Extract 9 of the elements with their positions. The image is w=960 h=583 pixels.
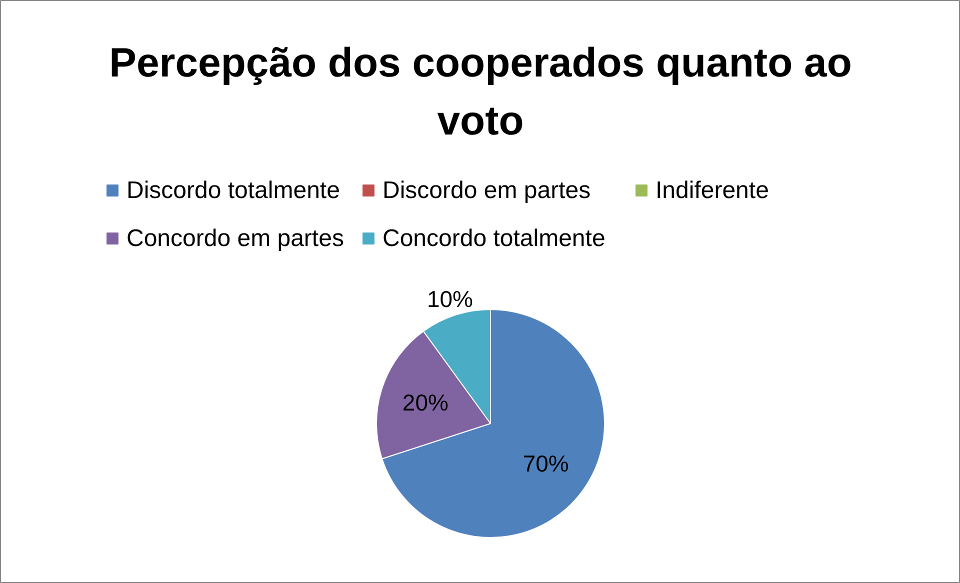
data-label: 70% <box>522 450 569 477</box>
legend-label: Concordo em partes <box>126 225 344 252</box>
legend-label: Concordo totalmente <box>382 225 606 252</box>
legend-label: Discordo totalmente <box>126 177 340 204</box>
legend-label: Discordo em partes <box>382 177 591 204</box>
chart-title: Percepção dos cooperados quanto ao voto <box>109 40 852 144</box>
legend-label: Indiferente <box>656 177 769 204</box>
data-label: 20% <box>402 389 448 416</box>
data-label: 10% <box>426 286 474 312</box>
